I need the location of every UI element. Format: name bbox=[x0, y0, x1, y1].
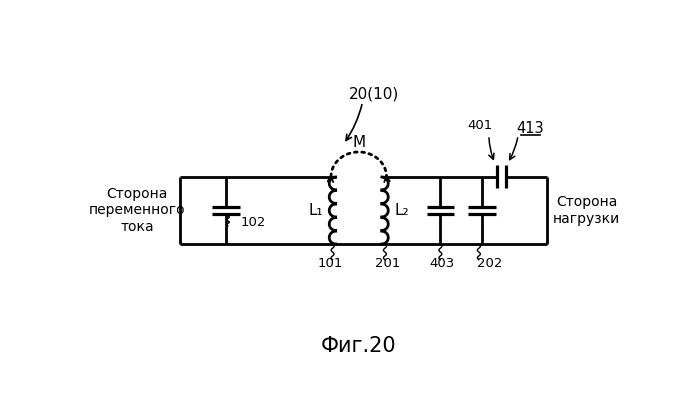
Text: 20(10): 20(10) bbox=[349, 87, 399, 102]
Text: 201: 201 bbox=[374, 257, 400, 271]
Text: M: M bbox=[352, 135, 365, 150]
Text: 102: 102 bbox=[240, 216, 265, 229]
Text: L₂: L₂ bbox=[394, 203, 409, 218]
Text: Фиг.20: Фиг.20 bbox=[321, 336, 397, 356]
Text: 403: 403 bbox=[429, 257, 454, 271]
Text: 101: 101 bbox=[318, 257, 343, 271]
Text: Сторона
переменного
тока: Сторона переменного тока bbox=[89, 187, 186, 234]
Text: 202: 202 bbox=[477, 257, 503, 271]
Text: L₁: L₁ bbox=[309, 203, 323, 218]
Text: 413: 413 bbox=[517, 121, 545, 136]
Text: Сторона
нагрузки: Сторона нагрузки bbox=[553, 195, 620, 225]
Text: 401: 401 bbox=[468, 119, 493, 132]
